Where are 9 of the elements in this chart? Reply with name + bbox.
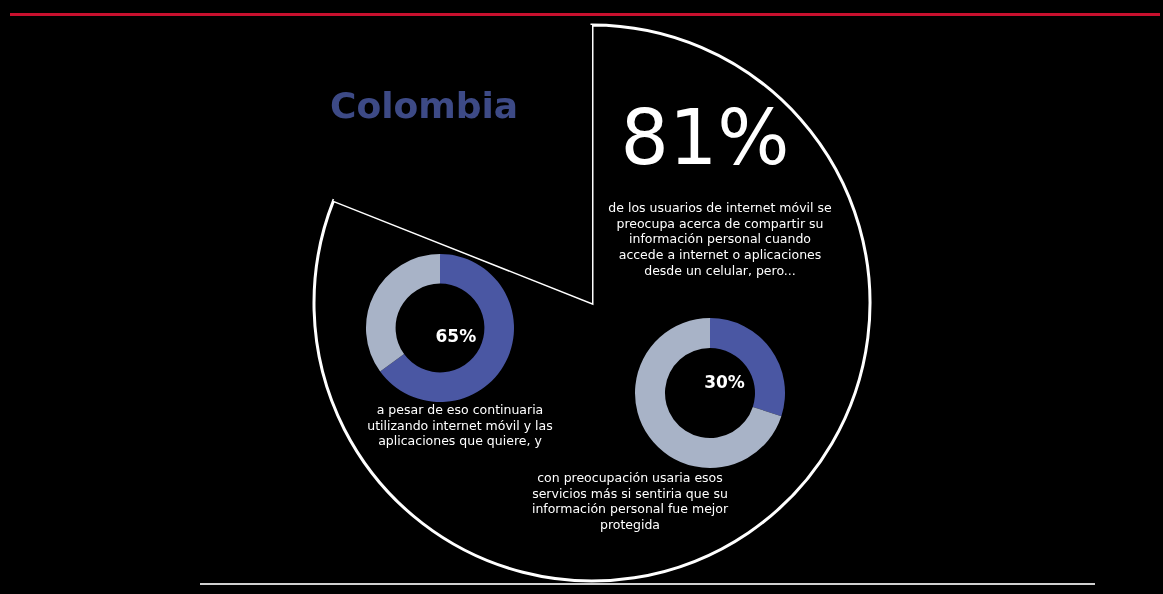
text: Colombia	[330, 85, 519, 126]
text: de los usuarios de internet móvil se preocupa acerca de compartir su información personal cuando accede a internet o aplicaciones desde un celular, pero...	[607, 200, 833, 279]
text: con preocupación usaria esos servicios más si sentiria que su información personal fue mejor protegida	[530, 470, 730, 533]
donut-slice	[635, 318, 782, 468]
data-label: 81%	[619, 93, 791, 182]
data-label: 65%	[435, 326, 477, 347]
data-label: 30%	[704, 372, 745, 393]
donut-slice	[380, 254, 514, 402]
text: a pesar de eso continuaria utilizando internet móvil y las aplicaciones que quiere, y	[366, 402, 554, 449]
